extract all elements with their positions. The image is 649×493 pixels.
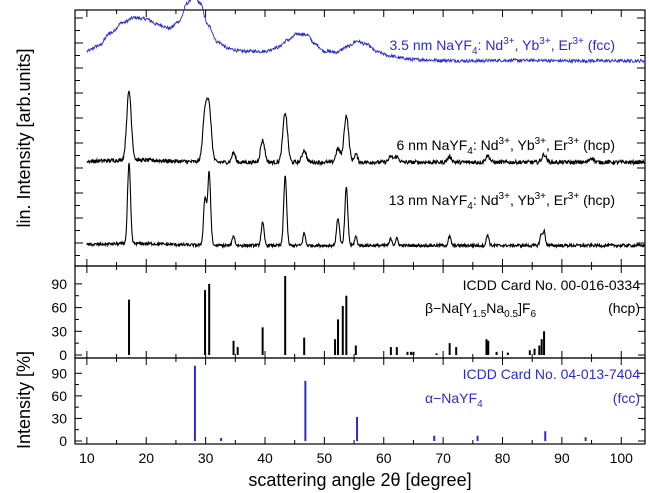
hcp-reference-bars — [128, 275, 546, 355]
bottom-y-axis-label: Intensity [%] — [14, 351, 34, 449]
fcc-card-label: ICDD Card No. 04-013-7404 — [463, 366, 641, 382]
x-tick-label: 20 — [138, 450, 154, 466]
hcp-y-tick-label: 30 — [51, 323, 67, 339]
top-y-axis-label: lin. Intensity [arb.units] — [14, 48, 34, 227]
series-label-1: 3.5 nm NaYF4: Nd3+, Yb3+, Er3+ (fcc) — [390, 36, 616, 57]
xrd-pattern-2 — [86, 90, 646, 167]
x-axis-label: scattering angle 2θ [degree] — [248, 470, 471, 490]
fcc-y-tick-label: 0 — [59, 433, 67, 449]
hcp-phase-label: (hcp) — [608, 300, 640, 316]
x-tick-label: 60 — [376, 450, 392, 466]
x-tick-label: 50 — [317, 450, 333, 466]
x-tick-label: 100 — [610, 450, 634, 466]
series-label-2: 6 nm NaYF4: Nd3+, Yb3+, Er3+ (hcp) — [396, 136, 615, 157]
x-tick-label: 70 — [435, 450, 451, 466]
fcc-formula-label: α−NaYF4 — [425, 390, 483, 410]
fcc-reference-bars — [193, 365, 587, 441]
hcp-formula-label: β−Na[Y1.5Na0.5]F6 — [425, 300, 537, 320]
fcc-y-tick-label: 30 — [51, 410, 67, 426]
xrd-pattern-3 — [86, 162, 646, 250]
fcc-y-tick-label: 60 — [51, 388, 67, 404]
x-tick-label: 10 — [79, 450, 95, 466]
hcp-y-tick-label: 60 — [51, 300, 67, 316]
series-label-3: 13 nm NaYF4: Nd3+, Yb3+, Er3+ (hcp) — [389, 191, 615, 212]
xrd-pattern-1 — [86, 0, 646, 64]
fcc-phase-label: (fcc) — [613, 390, 640, 406]
top-panel-ticks — [75, 17, 645, 256]
x-tick-label: 30 — [198, 450, 214, 466]
hcp-card-label: ICDD Card No. 00-016-0334 — [463, 277, 641, 293]
x-tick-label: 40 — [257, 450, 273, 466]
x-tick-label: 80 — [495, 450, 511, 466]
series-labels: 3.5 nm NaYF4: Nd3+, Yb3+, Er3+ (fcc) 6 nm… — [389, 36, 641, 410]
bottom-panel-frame — [74, 357, 646, 445]
fcc-y-tick-label: 90 — [51, 365, 67, 381]
axis-ticks: 0 30 60 90 0 30 60 90 10 20 30 40 50 60 70 80 90 100 — [51, 10, 645, 466]
hcp-y-tick-label: 90 — [51, 276, 67, 292]
x-tick-label: 90 — [554, 450, 570, 466]
xrd-series — [86, 0, 646, 250]
hcp-y-tick-label: 0 — [59, 347, 67, 363]
